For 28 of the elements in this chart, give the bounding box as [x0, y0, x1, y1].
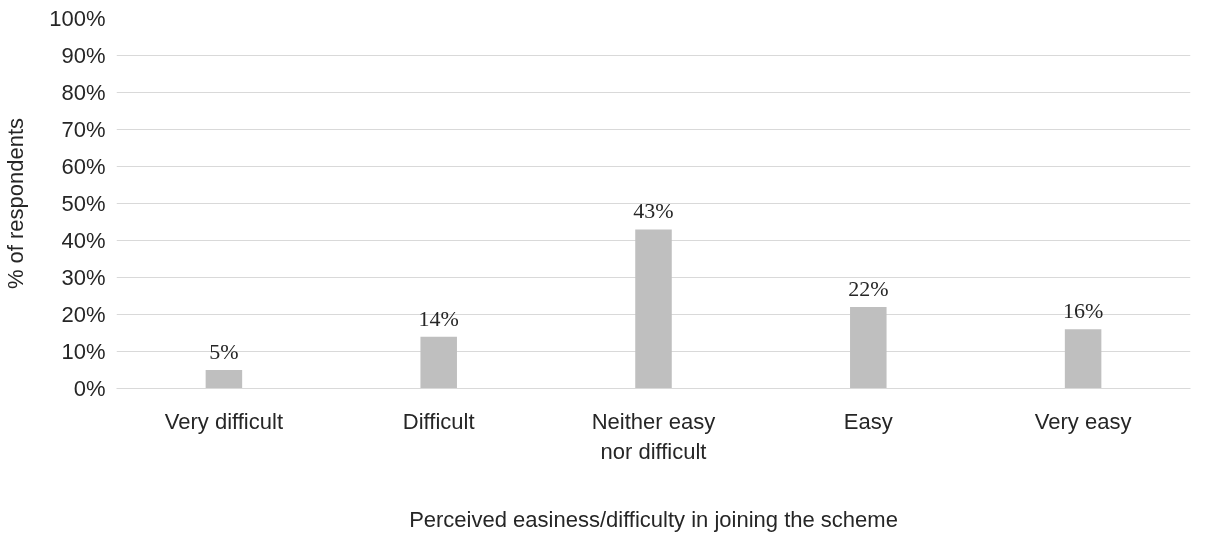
y-tick-label: 60%	[61, 154, 106, 179]
x-tick-label: Easy	[843, 408, 893, 434]
bar	[850, 307, 887, 389]
x-tick-label: Very difficult	[164, 408, 284, 434]
x-tick-label: Neither easy nor difficult	[591, 408, 716, 464]
bar	[205, 370, 243, 389]
y-axis-title: % of respondents	[3, 117, 29, 290]
y-tick-label: 0%	[73, 376, 106, 401]
x-tick-label: Difficult	[402, 408, 475, 434]
data-label: 16%	[1062, 298, 1104, 324]
data-label: 14%	[418, 305, 459, 331]
y-tick-label: 20%	[61, 302, 106, 327]
y-tick-label: 50%	[61, 191, 106, 216]
data-label: 22%	[848, 276, 889, 302]
bar	[420, 336, 457, 389]
y-tick-label: 70%	[61, 117, 106, 142]
data-label: 5%	[209, 339, 239, 364]
bar	[1064, 329, 1102, 389]
y-tick-label: 80%	[61, 80, 106, 105]
y-tick-label: 30%	[61, 265, 106, 290]
x-tick-label: Very easy	[1034, 408, 1132, 434]
y-tick-label: 40%	[61, 228, 106, 253]
y-tick-label: 10%	[61, 339, 106, 364]
y-tick-label: 90%	[61, 43, 106, 68]
x-axis-title: Perceived easiness/difficulty in joining the scheme	[409, 506, 898, 532]
data-label: 43%	[633, 198, 674, 224]
y-tick-label: 100%	[49, 6, 106, 31]
bar	[635, 229, 672, 389]
